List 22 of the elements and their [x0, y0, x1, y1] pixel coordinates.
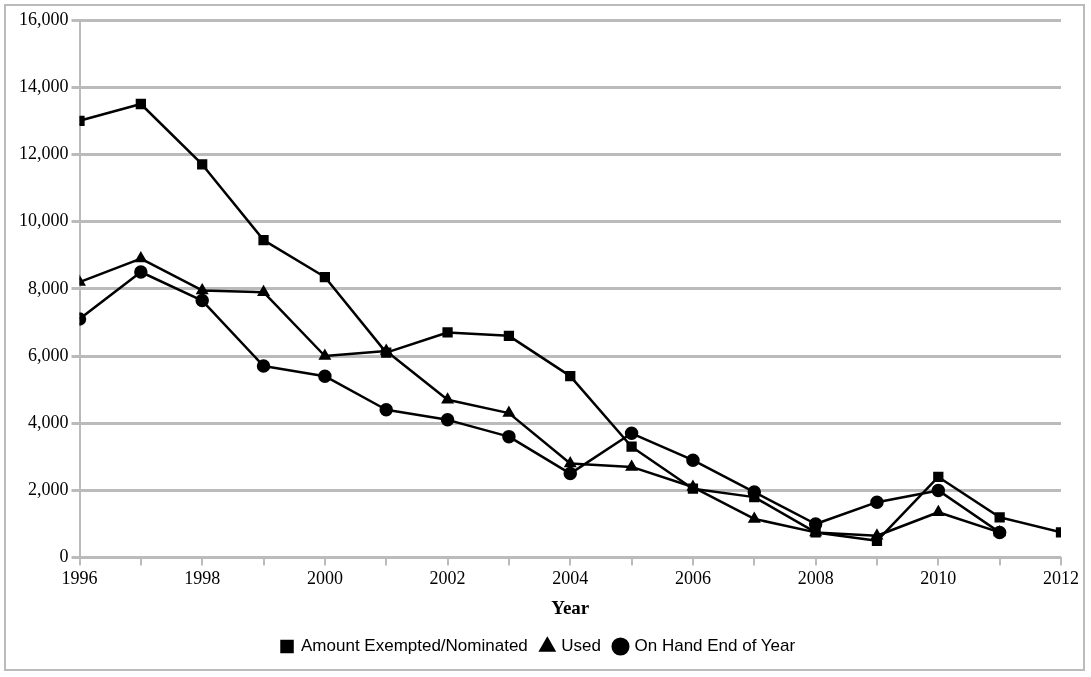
y-tick-label: 0 [59, 546, 69, 567]
legend-label: On Hand End of Year [634, 636, 796, 656]
y-tick-label: 4,000 [28, 411, 69, 432]
y-tick-label: 16,000 [19, 8, 69, 29]
x-tick-label: 1996 [61, 568, 98, 589]
x-tick-label: 2008 [797, 568, 834, 589]
y-tick-label: 8,000 [28, 277, 69, 298]
x-tick-label: 2010 [920, 568, 957, 589]
x-tick-label: 2012 [1043, 568, 1079, 589]
x-tick-label: 2006 [674, 568, 711, 589]
y-tick-label: 14,000 [19, 75, 69, 96]
x-tick-label: 2004 [552, 568, 589, 589]
legend-label: Amount Exempted/Nominated [301, 636, 528, 656]
y-tick-label: 6,000 [28, 344, 69, 365]
x-tick-label: 2000 [306, 568, 343, 589]
y-tick-label: 10,000 [19, 210, 69, 231]
x-tick-label: 1998 [184, 568, 221, 589]
y-tick-label: 2,000 [28, 479, 69, 500]
legend-label: Used [561, 636, 601, 656]
y-tick-label: 12,000 [19, 143, 69, 164]
x-axis-title: Year [551, 596, 590, 618]
x-tick-label: 2002 [429, 568, 466, 589]
